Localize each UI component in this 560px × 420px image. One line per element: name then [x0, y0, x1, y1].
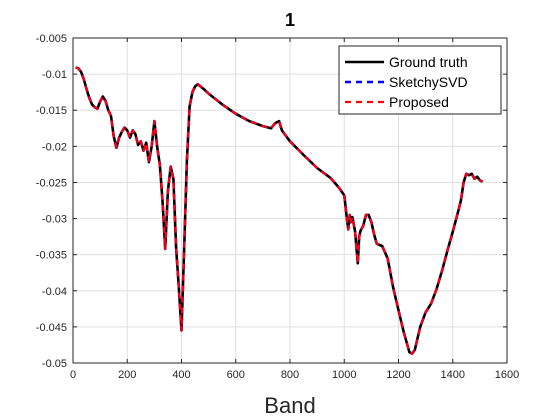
y-tick-label: -0.035 [36, 250, 67, 262]
x-tick-label: 1400 [441, 369, 465, 381]
x-tick-label: 600 [227, 369, 245, 381]
x-tick-label: 0 [70, 369, 76, 381]
x-tick-label: 800 [281, 369, 299, 381]
x-tick-label: 1600 [495, 369, 519, 381]
y-tick-label: -0.01 [42, 69, 67, 81]
x-tick-label: 400 [172, 369, 190, 381]
legend-label: Ground truth [389, 54, 468, 70]
y-tick-label: -0.015 [36, 105, 67, 117]
x-tick-label: 1000 [332, 369, 356, 381]
x-tick-label: 200 [118, 369, 136, 381]
y-tick-label: -0.02 [42, 141, 67, 153]
legend-entries: Ground truth SketchySVD Proposed [345, 54, 468, 110]
y-tick-label: -0.05 [42, 358, 67, 370]
y-tick-label: -0.025 [36, 177, 67, 189]
y-tick-label: -0.03 [42, 214, 67, 226]
legend-label: Proposed [389, 94, 449, 110]
chart-title: 1 [285, 10, 295, 30]
legend-box [338, 45, 502, 115]
y-tick-label: -0.045 [36, 322, 67, 334]
legend: Ground truth SketchySVD Proposed [338, 45, 502, 115]
axis-ticks: 0 200 400 600 800 1000 1200 1400 1600 -0.005 -0.01… [36, 33, 519, 381]
x-axis-label: Band [264, 393, 315, 418]
series-line-proposed [75, 66, 484, 355]
y-tick-label: -0.04 [42, 286, 67, 298]
legend-label: SketchySVD [389, 74, 468, 90]
y-tick-label: -0.005 [36, 33, 67, 45]
series-lines [75, 66, 484, 355]
x-tick-label: 1200 [386, 369, 410, 381]
